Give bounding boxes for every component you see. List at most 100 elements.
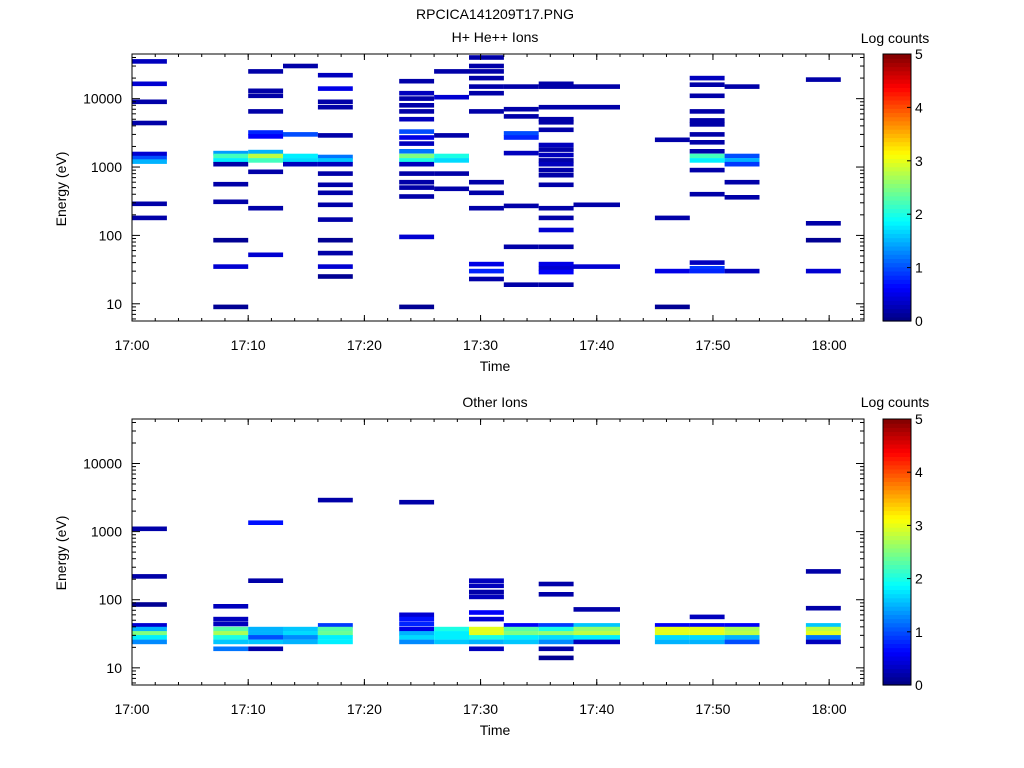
colorbar-swatch	[883, 104, 911, 109]
heatmap-cell	[724, 158, 760, 163]
heatmap-cell	[538, 84, 574, 89]
heatmap-cell	[248, 639, 284, 645]
colorbar-swatch	[883, 493, 911, 499]
colorbar-swatch	[883, 664, 911, 669]
heatmap-cell	[538, 158, 574, 163]
heatmap-cell	[399, 304, 435, 310]
heatmap-cell	[503, 626, 539, 632]
colorbar-swatch	[883, 423, 911, 428]
colorbar-swatch	[883, 245, 911, 251]
colorbar-swatch	[883, 485, 911, 491]
heatmap-cell	[689, 149, 725, 154]
colorbar-swatch	[883, 614, 911, 620]
heatmap-cell	[538, 120, 574, 125]
heatmap-cell	[434, 626, 469, 632]
heatmap-cell	[689, 266, 725, 271]
heatmap-cell	[399, 161, 435, 167]
colorbar-tick-label: 4	[915, 464, 923, 480]
heatmap-cell	[573, 623, 620, 628]
colorbar-bottom: 0 1 2 3 4 5	[882, 411, 923, 693]
heatmap-cell	[469, 594, 504, 600]
colorbar-swatch	[883, 522, 911, 528]
heatmap-cell	[538, 227, 574, 233]
heatmap-cell	[317, 104, 353, 110]
colorbar-swatch	[883, 443, 911, 449]
colorbar-swatch	[883, 162, 911, 168]
colorbar-swatch	[883, 489, 911, 495]
heatmap-cell	[503, 203, 539, 209]
colorbar-swatch	[883, 510, 911, 516]
heatmap-cell	[689, 635, 725, 640]
y-tick-label: 100	[99, 592, 123, 608]
heatmap-cell	[538, 592, 574, 597]
heatmap-cell	[248, 149, 284, 155]
colorbar-swatch	[883, 166, 911, 172]
x-tick-label: 17:30	[463, 701, 498, 717]
colorbar-tick-label: 1	[915, 624, 923, 640]
heatmap-cell	[469, 90, 504, 96]
heatmap-cell	[689, 260, 725, 265]
heatmap-cell	[248, 169, 284, 175]
heatmap-cell	[654, 215, 690, 221]
y-axis-label: Energy (eV)	[53, 152, 69, 227]
heatmap-cell	[434, 639, 469, 645]
heatmap-cell	[132, 120, 167, 126]
heatmap-cell	[469, 190, 504, 196]
colorbar-swatch	[883, 527, 911, 532]
y-tick-label: 10000	[83, 91, 122, 107]
colorbar-swatch	[883, 229, 911, 234]
colorbar-swatch	[883, 431, 911, 437]
heatmap-cell	[434, 171, 469, 176]
heatmap-cell	[399, 171, 435, 176]
heatmap-cell	[283, 631, 318, 636]
heatmap-cell	[503, 639, 539, 645]
heatmap-cell	[573, 635, 620, 640]
heatmap-cell	[399, 635, 435, 640]
heatmap-cell	[469, 179, 504, 185]
colorbar-swatch	[883, 225, 911, 230]
colorbar-tick-label: 1	[915, 260, 923, 276]
colorbar-swatch	[883, 647, 911, 653]
colorbar-swatch	[883, 145, 911, 151]
heatmap-cell	[434, 94, 469, 100]
x-tick-label: 17:40	[579, 337, 614, 353]
heatmap-cell	[689, 93, 725, 99]
colorbar-swatch	[883, 497, 911, 503]
heatmap-cell	[248, 631, 284, 636]
heatmap-cell	[399, 639, 435, 645]
heatmap-cell	[805, 623, 841, 628]
heatmap-cell	[317, 631, 353, 636]
heatmap-cell	[399, 129, 435, 134]
heatmap-cell	[399, 631, 435, 636]
colorbar-swatch	[883, 576, 911, 582]
heatmap-cell	[317, 635, 353, 640]
heatmap-cell	[317, 264, 353, 269]
heatmap-cell	[248, 578, 284, 583]
heatmap-cell	[283, 635, 318, 640]
colorbar-swatch	[883, 556, 911, 561]
heatmap-cell	[132, 151, 167, 157]
heatmap-cell	[689, 268, 725, 274]
colorbar-swatch	[883, 116, 911, 122]
colorbar-swatch	[883, 79, 911, 84]
colorbar-swatch	[883, 630, 911, 636]
panel-title: H+ He++ Ions	[452, 29, 539, 45]
colorbar-swatch	[883, 626, 911, 632]
colorbar-swatch	[883, 618, 911, 624]
colorbar-swatch	[883, 108, 911, 113]
heatmap-cell	[132, 159, 167, 164]
colorbar-swatch	[883, 560, 911, 566]
heatmap-cell	[469, 589, 504, 595]
heatmap-cell	[538, 282, 574, 287]
heatmap-cell	[573, 202, 620, 208]
heatmap-cell	[654, 639, 690, 645]
colorbar-swatch	[883, 639, 911, 645]
heatmap-cell	[434, 186, 469, 192]
heatmap-cell	[132, 155, 167, 161]
heatmap-cell	[317, 86, 353, 91]
heatmap-cell	[317, 158, 353, 163]
heatmap-cell	[538, 266, 574, 271]
x-tick-label: 17:30	[463, 337, 498, 353]
heatmap-cell	[538, 581, 574, 587]
heatmap-cell	[469, 55, 504, 60]
